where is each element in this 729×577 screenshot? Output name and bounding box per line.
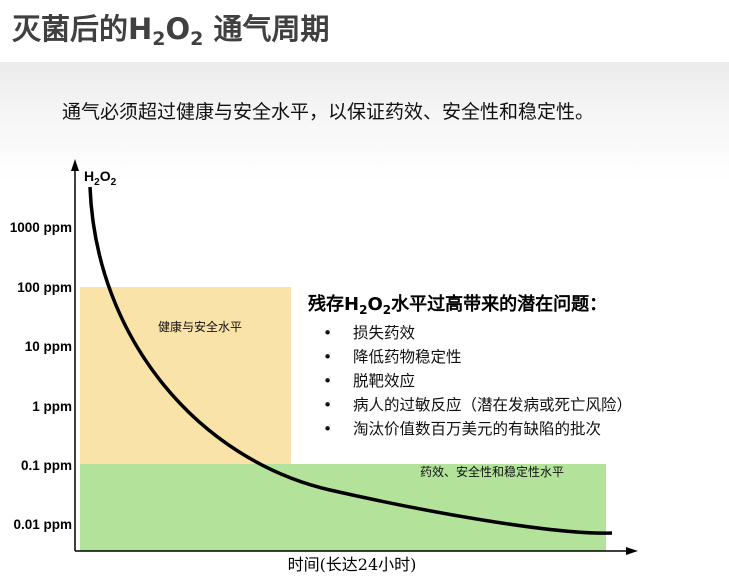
bullet-icon: • — [323, 348, 333, 366]
y-axis-title: H2O2 — [84, 168, 117, 188]
health-safety-zone — [80, 287, 291, 464]
x-axis-arrow — [626, 547, 638, 555]
y-tick-label: 100 ppm — [17, 280, 72, 295]
y-axis-arrow — [71, 159, 79, 171]
issue-text: 损失药效 — [353, 324, 416, 342]
y-tick-label: 1 ppm — [32, 399, 72, 414]
issue-text: 病人的过敏反应（潜在发病或死亡风险） — [353, 396, 633, 414]
issue-text: 淘汰价值数百万美元的有缺陷的批次 — [353, 420, 602, 438]
efficacy-zone-label: 药效、安全性和稳定性水平 — [420, 464, 564, 479]
efficacy-zone — [80, 464, 606, 551]
health-safety-zone-label: 健康与安全水平 — [158, 319, 242, 334]
h2o2-decay-curve — [88, 186, 613, 535]
y-tick-label: 0.1 ppm — [21, 458, 72, 473]
issues-list: • 损失药效 • 降低药物稳定性 • 脱靶效应 • 病人的过敏反应（潜在发病或死亡风险）… — [323, 321, 632, 441]
issue-item: • 降低药物稳定性 — [323, 345, 632, 369]
subtitle: 通气必须超过健康与安全水平，以保证药效、安全性和稳定性。 — [62, 101, 595, 123]
aeration-diagram: 健康与安全水平 药效、安全性和稳定性水平 H2O2 1000 ppm 100 p… — [10, 159, 638, 574]
x-axis-title: 时间(长达24小时) — [288, 555, 417, 574]
issue-item: • 淘汰价值数百万美元的有缺陷的批次 — [323, 417, 632, 441]
bullet-icon: • — [323, 396, 333, 414]
y-tick-label: 10 ppm — [25, 339, 72, 354]
issue-text: 降低药物稳定性 — [353, 348, 462, 366]
bullet-icon: • — [323, 372, 333, 390]
issue-item: • 病人的过敏反应（潜在发病或死亡风险） — [323, 393, 632, 417]
y-tick-label: 0.01 ppm — [13, 517, 72, 532]
issues-panel: 残存H2O2水平过高带来的潜在问题： • 损失药效 • 降低药物稳定性 • 脱靶效应 … — [308, 290, 632, 441]
issue-item: • 脱靶效应 — [323, 369, 632, 393]
y-tick-label: 1000 ppm — [10, 220, 72, 235]
bullet-icon: • — [323, 324, 333, 342]
slide-title: 灭菌后的H2O2 通气周期 — [12, 12, 330, 50]
issue-text: 脱靶效应 — [353, 372, 416, 390]
title-band — [0, 62, 729, 182]
issues-heading: 残存H2O2水平过高带来的潜在问题： — [308, 294, 608, 317]
bullet-icon: • — [323, 420, 333, 438]
issue-item: • 损失药效 — [323, 321, 632, 345]
